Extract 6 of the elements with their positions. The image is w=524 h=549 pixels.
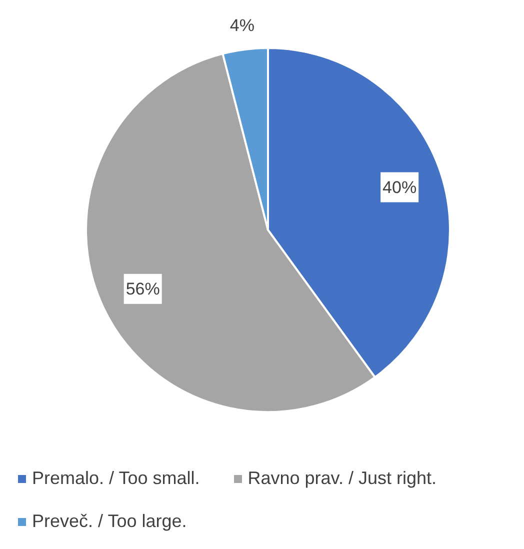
legend-label: Ravno prav. / Just right. (248, 468, 436, 489)
data-label: 56% (126, 279, 160, 298)
legend-label: Preveč. / Too large. (32, 511, 187, 532)
data-label: 4% (230, 16, 254, 36)
legend-label: Premalo. / Too small. (32, 468, 200, 489)
data-label: 40% (382, 178, 417, 197)
